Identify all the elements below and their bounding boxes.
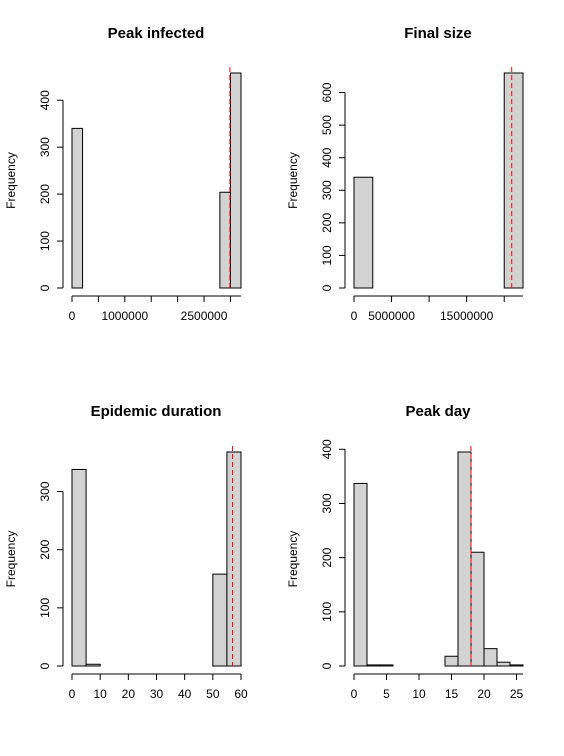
bar [444, 655, 459, 667]
bar [71, 468, 87, 667]
y-tick-label: 300 [320, 493, 334, 513]
panel-title: Epidemic duration [91, 403, 222, 420]
y-tick-label: 100 [320, 245, 334, 265]
bar [226, 451, 242, 667]
y-tick-label: 500 [320, 115, 334, 135]
y-tick-label: 400 [320, 439, 334, 459]
bar [379, 664, 394, 667]
x-tick-label: 10 [412, 687, 426, 701]
y-tick-label: 100 [38, 598, 52, 618]
y-tick-label: 400 [38, 90, 52, 110]
y-tick-label: 0 [38, 662, 52, 669]
y-tick-label: 600 [320, 82, 334, 102]
x-tick-label: 50 [206, 687, 220, 701]
y-tick-label: 0 [38, 284, 52, 291]
bar [503, 72, 524, 289]
bar [470, 551, 485, 667]
y-axis-label: Frequency [286, 152, 300, 209]
x-tick-label: 25 [510, 687, 524, 701]
x-tick-label: 15000000 [440, 309, 494, 323]
bar [219, 191, 231, 289]
x-tick-label: 0 [351, 309, 358, 323]
x-tick-label: 60 [234, 687, 248, 701]
x-tick-label: 0 [69, 687, 76, 701]
x-tick-label: 20 [477, 687, 491, 701]
y-tick-label: 100 [38, 231, 52, 251]
panel-title: Final size [404, 25, 472, 42]
x-tick-label: 5000000 [368, 309, 415, 323]
bar [212, 573, 228, 667]
panel-title: Peak day [405, 403, 471, 420]
x-tick-label: 0 [351, 687, 358, 701]
y-axis-label: Frequency [4, 152, 18, 209]
panel-title: Peak infected [108, 25, 205, 42]
x-tick-label: 20 [122, 687, 136, 701]
y-tick-label: 300 [320, 180, 334, 200]
bar [71, 127, 84, 289]
bar [509, 664, 524, 667]
y-axis-label: Frequency [286, 531, 300, 588]
y-tick-label: 200 [320, 547, 334, 567]
y-tick-label: 400 [320, 147, 334, 167]
y-tick-label: 0 [320, 662, 334, 669]
bar [366, 664, 381, 667]
x-tick-label: 30 [150, 687, 164, 701]
y-tick-label: 200 [38, 539, 52, 559]
x-tick-label: 5 [383, 687, 390, 701]
bar [496, 661, 511, 667]
bar [483, 648, 498, 667]
y-tick-label: 100 [320, 601, 334, 621]
x-tick-label: 40 [178, 687, 192, 701]
bar [229, 72, 242, 289]
y-axis-label: Frequency [4, 531, 18, 588]
y-tick-label: 300 [38, 137, 52, 157]
y-tick-label: 300 [38, 481, 52, 501]
bar [85, 663, 101, 667]
x-tick-label: 1000000 [101, 309, 148, 323]
y-tick-label: 200 [38, 184, 52, 204]
bar [457, 451, 472, 667]
bar [353, 176, 374, 289]
bar [353, 482, 368, 667]
x-tick-label: 0 [69, 309, 76, 323]
y-tick-label: 200 [320, 213, 334, 233]
y-tick-label: 0 [320, 284, 334, 291]
x-tick-label: 15 [445, 687, 459, 701]
x-tick-label: 2500000 [181, 309, 228, 323]
x-tick-label: 10 [93, 687, 107, 701]
